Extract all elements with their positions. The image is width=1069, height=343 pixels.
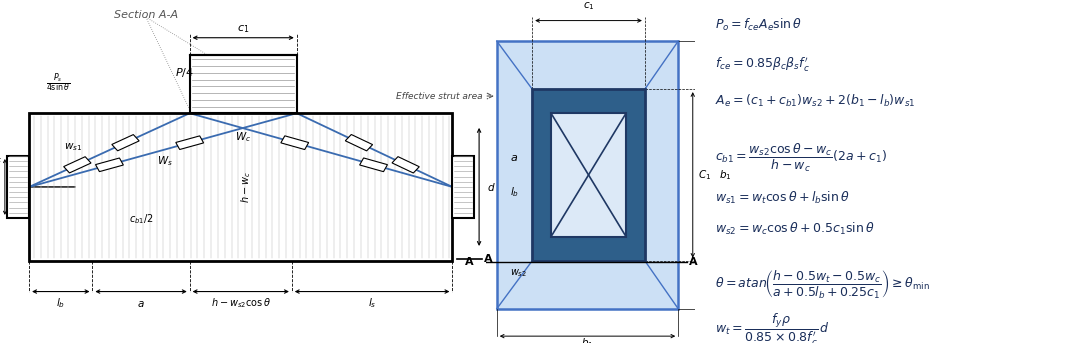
Bar xyxy=(532,89,645,261)
Text: $w_{s1} = w_t\cos\theta + l_b\sin\theta$: $w_{s1} = w_t\cos\theta + l_b\sin\theta$ xyxy=(715,190,850,206)
Text: Effective strut area: Effective strut area xyxy=(396,92,482,100)
Bar xyxy=(189,55,297,113)
Polygon shape xyxy=(345,134,373,151)
Text: $b_1$: $b_1$ xyxy=(582,336,593,343)
Text: $\theta = atan\!\left(\dfrac{h-0.5w_t-0.5w_c}{a+0.5l_b+0.25c_1}\right)\geq\theta: $\theta = atan\!\left(\dfrac{h-0.5w_t-0.… xyxy=(715,269,930,301)
Text: $c_{b1}/2$: $c_{b1}/2$ xyxy=(129,213,153,226)
Text: $W_s$: $W_s$ xyxy=(157,154,173,168)
Text: $c_{b1} = \dfrac{w_{s2}\cos\theta - w_c}{h-w_c}(2a+c_1)$: $c_{b1} = \dfrac{w_{s2}\cos\theta - w_c}… xyxy=(715,142,887,175)
Text: $w_{s2} = w_c\cos\theta + 0.5c_1\sin\theta$: $w_{s2} = w_c\cos\theta + 0.5c_1\sin\the… xyxy=(715,221,874,237)
Text: $C_1$: $C_1$ xyxy=(698,168,711,182)
Text: A: A xyxy=(688,257,697,268)
Text: $h-w_c$: $h-w_c$ xyxy=(238,171,252,203)
Polygon shape xyxy=(29,113,189,261)
Polygon shape xyxy=(64,157,91,173)
Text: $w_{s1}$: $w_{s1}$ xyxy=(64,142,82,153)
Text: $c_1$: $c_1$ xyxy=(237,23,249,35)
Bar xyxy=(29,113,452,261)
Text: $P_o = f_{ce}A_e\sin\theta$: $P_o = f_{ce}A_e\sin\theta$ xyxy=(715,17,802,33)
Polygon shape xyxy=(175,136,203,150)
Text: A: A xyxy=(484,254,493,264)
Text: A: A xyxy=(465,257,474,268)
Text: $b_1$: $b_1$ xyxy=(718,168,731,182)
Text: $l_s$: $l_s$ xyxy=(368,297,376,310)
Polygon shape xyxy=(359,158,387,172)
Text: $l_b$: $l_b$ xyxy=(510,185,520,199)
Text: $c_1$: $c_1$ xyxy=(583,0,594,12)
Text: $P/4$: $P/4$ xyxy=(175,66,195,79)
Text: $w_{s2}$: $w_{s2}$ xyxy=(510,268,527,279)
Polygon shape xyxy=(281,136,309,150)
Bar xyxy=(497,41,678,309)
Text: $W_c$: $W_c$ xyxy=(235,130,251,144)
Bar xyxy=(551,113,626,237)
Polygon shape xyxy=(95,158,123,172)
Text: $a$: $a$ xyxy=(511,153,518,163)
Text: $w_t$: $w_t$ xyxy=(0,154,2,165)
Bar xyxy=(29,113,452,261)
Text: $f_{ce} = 0.85\beta_c\beta_s f^{\prime}_c$: $f_{ce} = 0.85\beta_c\beta_s f^{\prime}_… xyxy=(715,55,810,73)
Text: $a$: $a$ xyxy=(137,298,145,309)
Text: $l_b$: $l_b$ xyxy=(57,297,65,310)
Text: $\frac{P_s}{4\sin\theta}$: $\frac{P_s}{4\sin\theta}$ xyxy=(46,71,71,94)
Text: Section A-A: Section A-A xyxy=(114,10,177,20)
Text: $c_{b1}$: $c_{b1}$ xyxy=(534,240,549,252)
Text: $d$: $d$ xyxy=(487,181,496,193)
Text: $h-w_{s2}\cos\theta$: $h-w_{s2}\cos\theta$ xyxy=(211,297,270,310)
Text: $h$: $h$ xyxy=(503,181,511,193)
Text: $A_e = (c_1+c_{b1})w_{s2}+2(b_1-l_b)w_{s1}$: $A_e = (c_1+c_{b1})w_{s2}+2(b_1-l_b)w_{s… xyxy=(715,93,915,109)
Polygon shape xyxy=(297,113,452,261)
Text: $w_t = \dfrac{f_y\rho}{0.85\times 0.8f^{\prime}_c}\,d$: $w_t = \dfrac{f_y\rho}{0.85\times 0.8f^{… xyxy=(715,312,830,343)
Polygon shape xyxy=(112,134,139,151)
Polygon shape xyxy=(392,157,419,173)
Bar xyxy=(452,156,475,218)
Bar xyxy=(7,156,29,218)
